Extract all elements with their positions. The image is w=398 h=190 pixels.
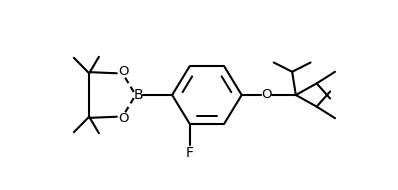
Text: O: O: [118, 112, 129, 125]
Text: O: O: [261, 89, 271, 101]
Text: F: F: [185, 146, 193, 160]
Text: B: B: [134, 88, 143, 102]
Text: O: O: [118, 65, 129, 78]
